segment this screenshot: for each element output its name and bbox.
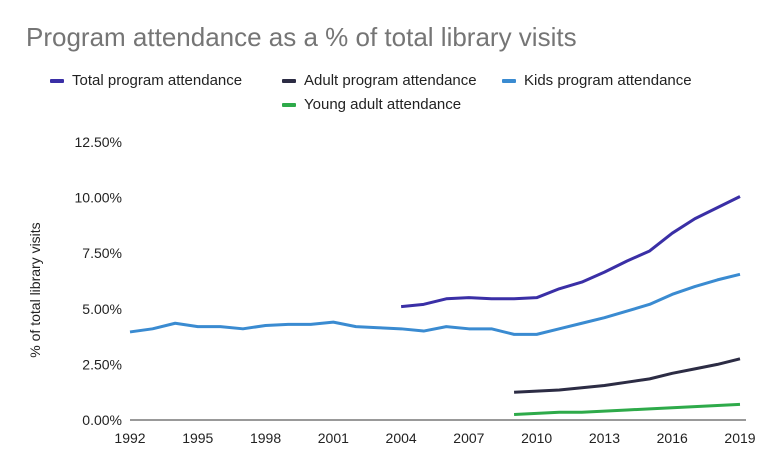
legend-item-adult: Adult program attendance — [282, 72, 477, 89]
series-line-2 — [129, 272, 741, 336]
x-tick-label: 1992 — [114, 430, 145, 446]
series-line-0 — [400, 195, 741, 309]
y-tick-label: 10.00% — [75, 190, 122, 206]
legend-label: Kids program attendance — [524, 72, 692, 89]
legend-swatch — [50, 78, 64, 83]
x-tick-label: 2013 — [589, 430, 620, 446]
legend-label: Adult program attendance — [304, 72, 477, 89]
legend-swatch — [282, 78, 296, 83]
y-tick-label: 7.50% — [82, 245, 122, 261]
legend-label: Young adult attendance — [304, 96, 462, 113]
chart-title: Program attendance as a % of total libra… — [26, 22, 577, 52]
y-tick-label: 2.50% — [82, 356, 122, 372]
legend-item-kids: Kids program attendance — [502, 72, 692, 89]
series-line-3 — [514, 402, 741, 416]
x-tick-label: 2016 — [657, 430, 688, 446]
legend-swatch — [502, 78, 516, 83]
x-tick-label: 2001 — [318, 430, 349, 446]
y-tick-label: 12.50% — [75, 134, 122, 150]
x-tick-label: 1995 — [182, 430, 213, 446]
y-tick-label: 0.00% — [82, 412, 122, 428]
legend-label: Total program attendance — [72, 72, 243, 89]
y-axis-label: % of total library visits — [27, 222, 43, 357]
x-tick-label: 2019 — [724, 430, 755, 446]
x-tick-label: 2004 — [386, 430, 417, 446]
x-tick-label: 2007 — [453, 430, 484, 446]
legend-item-young-adult: Young adult attendance — [282, 96, 461, 113]
x-tick-label: 1998 — [250, 430, 281, 446]
series-line-1 — [514, 357, 741, 394]
y-tick-label: 5.00% — [82, 301, 122, 317]
legend-item-total: Total program attendance — [50, 72, 242, 89]
x-tick-label: 2010 — [521, 430, 552, 446]
legend-swatch — [282, 102, 296, 107]
